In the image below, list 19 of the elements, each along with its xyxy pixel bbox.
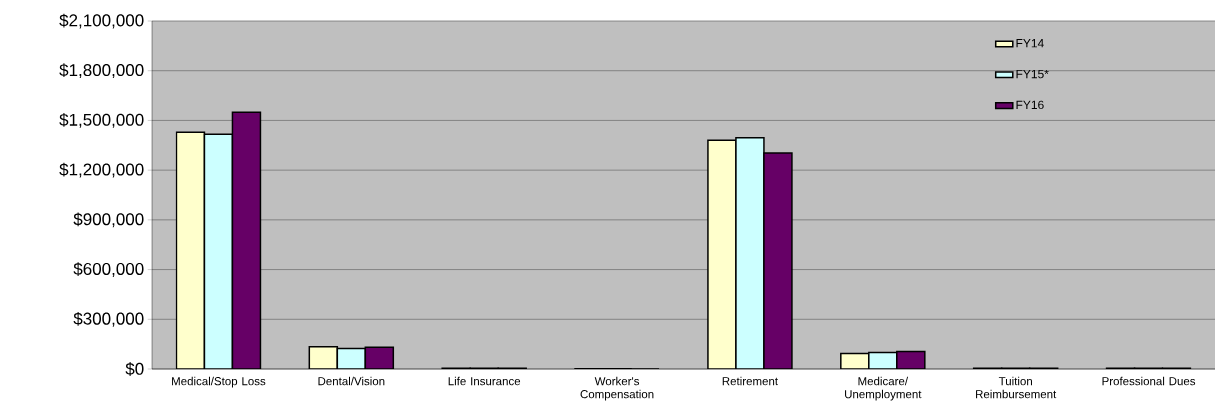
x-tick-label: Medicare/ Unemployment <box>845 376 922 401</box>
legend-label: FY16 <box>1016 100 1044 110</box>
x-tick-label: Life Insurance <box>448 376 521 386</box>
y-tick-label: $1,800,000 <box>59 63 144 79</box>
x-tick-label: Retirement <box>722 376 778 386</box>
y-tick-label: $2,100,000 <box>59 13 144 29</box>
legend-label: FY15* <box>1016 69 1049 79</box>
y-tick-label: $300,000 <box>73 311 144 327</box>
y-tick-label: $900,000 <box>73 212 144 228</box>
x-tick-label: Dental/Vision <box>318 376 385 386</box>
x-tick-label: Medical/Stop Loss <box>172 376 266 388</box>
y-tick-label: $600,000 <box>73 262 144 277</box>
y-tick-label: $1,200,000 <box>59 162 144 178</box>
y-tick-label: $1,500,000 <box>59 113 144 128</box>
x-tick-label: Worker's Compensation <box>580 376 654 401</box>
y-tick-label: $0 <box>125 362 144 376</box>
x-tick-label: Tuition Reimbursement <box>976 376 1057 399</box>
legend-label: FY14 <box>1016 39 1044 48</box>
x-tick-label: Professional Dues <box>1102 376 1196 386</box>
